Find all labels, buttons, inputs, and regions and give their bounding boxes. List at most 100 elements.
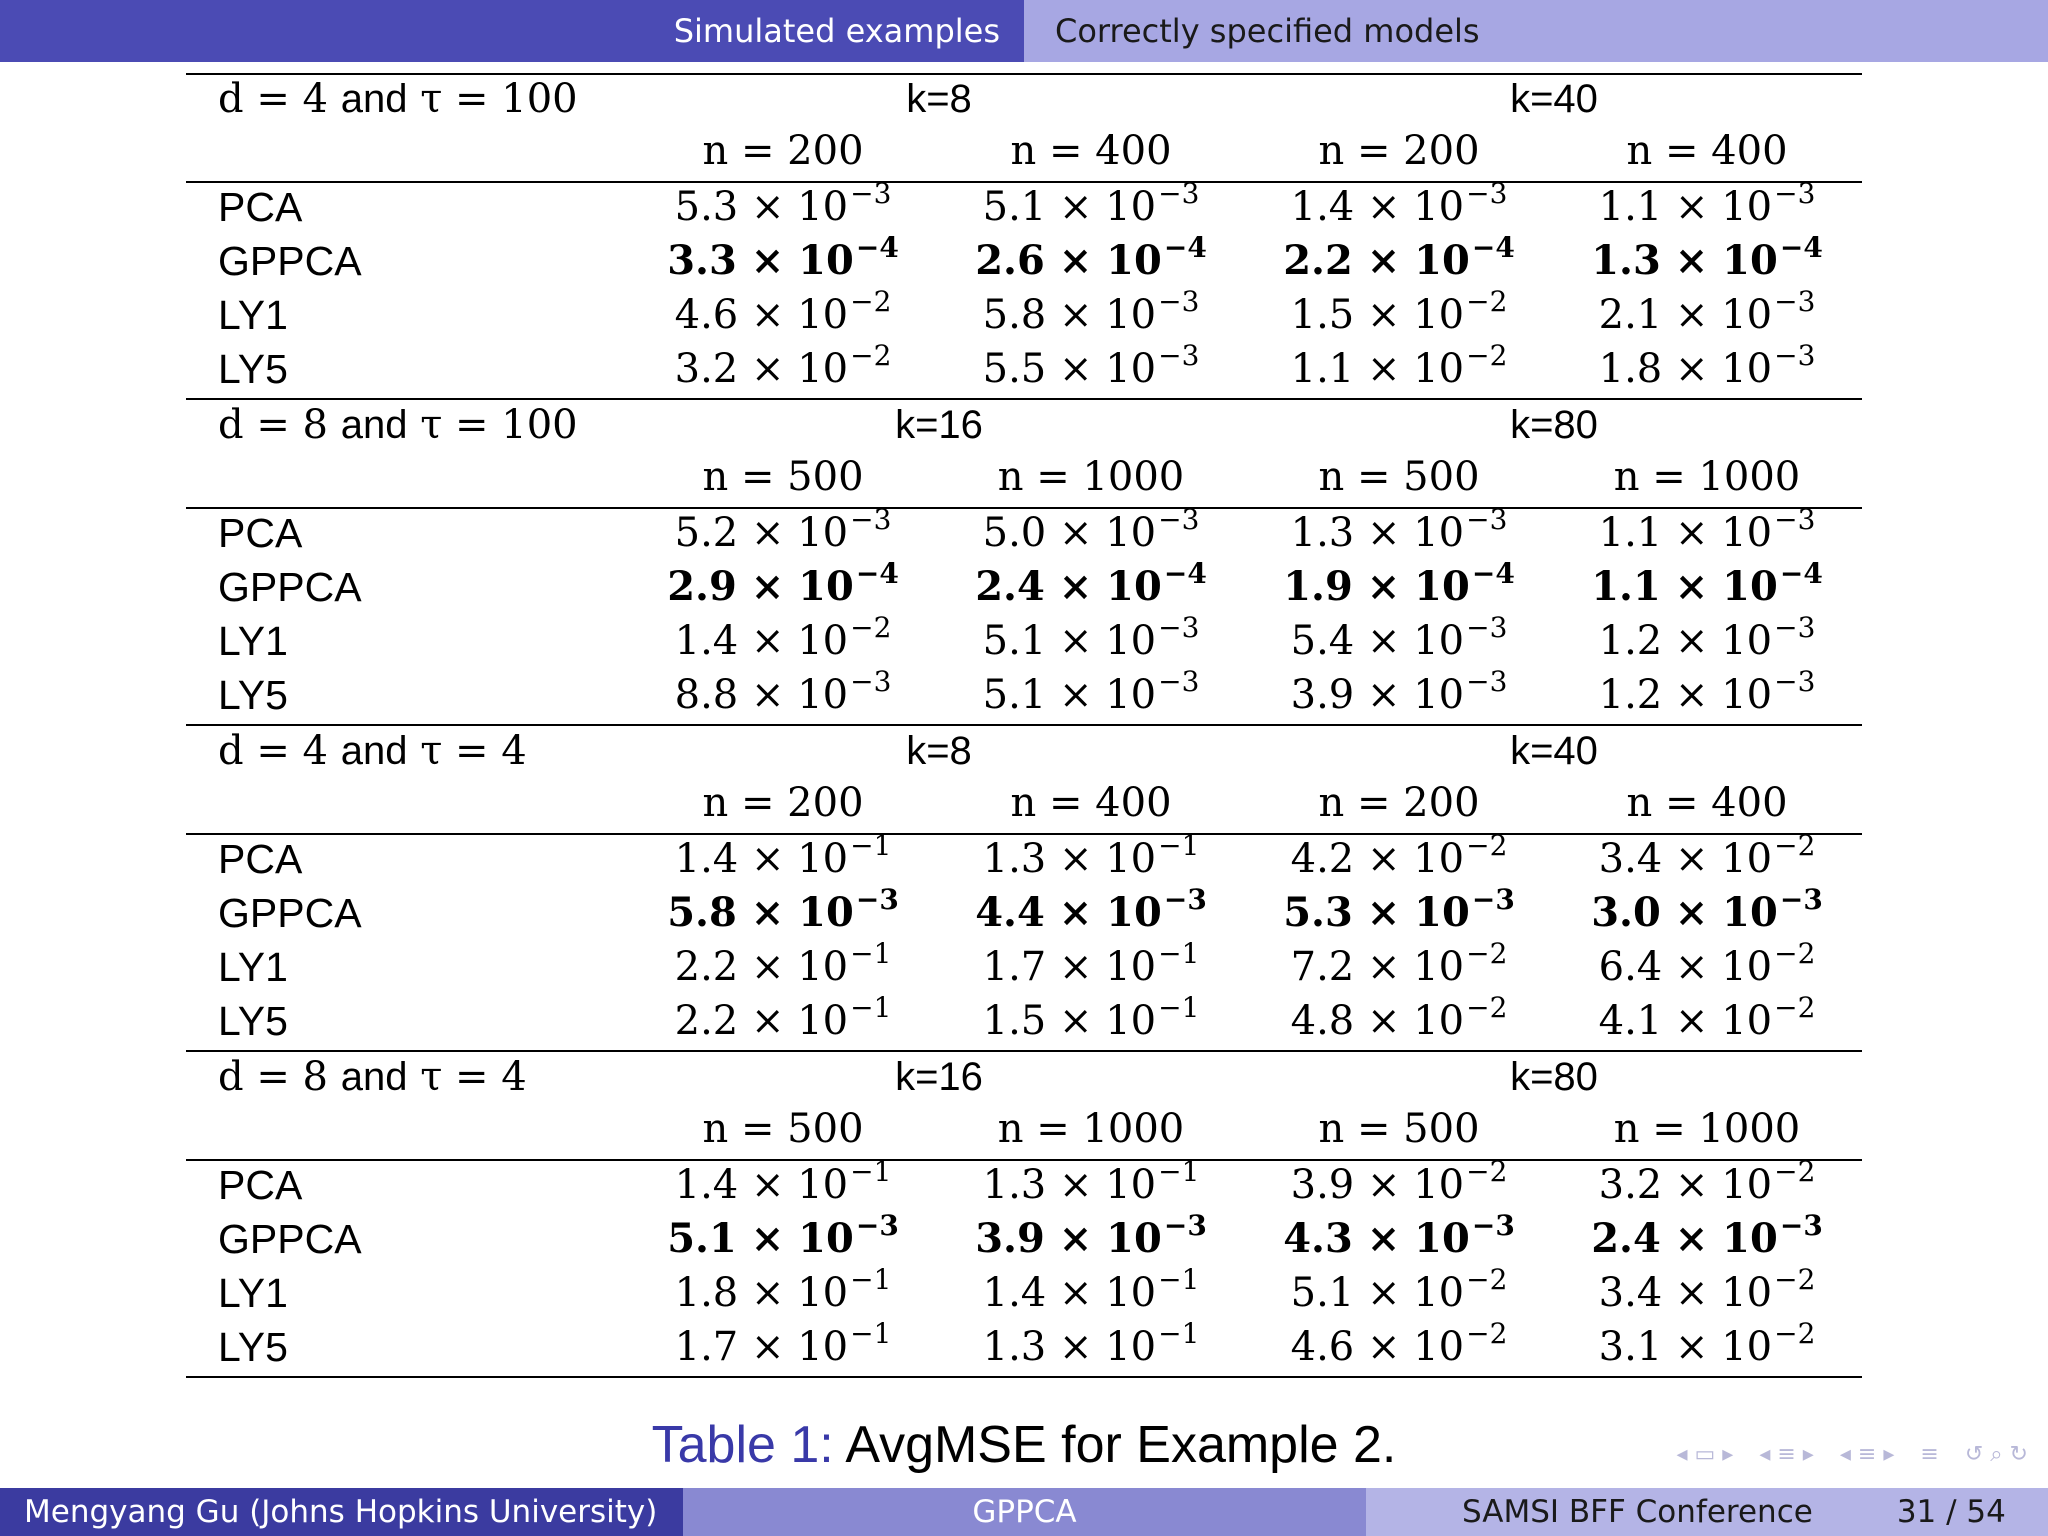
mse-mantissa: 1.4 [1290, 184, 1355, 230]
block-header-rule [186, 833, 1862, 835]
mse-mantissa: 2.2 [674, 998, 739, 1044]
mse-exponent: −1 [1158, 1155, 1200, 1188]
mse-mantissa: 5.5 [982, 346, 1047, 392]
header-subsection-label: Correctly specified models [1055, 12, 1480, 50]
mse-mantissa: 1.1 [1591, 563, 1661, 610]
mse-exponent: −3 [850, 177, 892, 210]
mse-mantissa: 3.1 [1598, 1324, 1663, 1370]
mse-mantissa: 5.8 [982, 292, 1047, 338]
mse-value: 2.2 × 10−4 [1283, 234, 1515, 281]
mse-base: 10 [1413, 510, 1465, 556]
mse-exponent: −1 [850, 1263, 892, 1296]
mse-value: 3.9 × 10−3 [1290, 668, 1508, 718]
mse-exponent: −2 [1774, 1317, 1816, 1350]
mse-exponent: −3 [1158, 665, 1200, 698]
n-header: n = 500 [1318, 454, 1480, 500]
mse-exponent: −1 [1158, 937, 1200, 970]
mse-base: 10 [797, 836, 849, 882]
mse-mantissa: 3.2 [674, 346, 739, 392]
times-sign: × [1674, 889, 1709, 936]
mse-mantissa: 2.4 [1591, 1215, 1661, 1262]
param-d: d = 8 [218, 1054, 328, 1100]
mse-base: 10 [1105, 836, 1157, 882]
mse-value: 2.4 × 10−3 [1591, 1212, 1823, 1259]
nav-frame-icon[interactable]: ◂ ▭ ▸ [1676, 1442, 1734, 1467]
mse-value: 3.1 × 10−2 [1598, 1320, 1816, 1370]
k-header: k=40 [1510, 729, 1598, 773]
footer-author-label: Mengyang Gu (Johns Hopkins University) [24, 1494, 658, 1530]
mse-value: 8.8 × 10−3 [675, 668, 892, 718]
mse-value: 5.3 × 10−3 [1283, 886, 1515, 933]
mse-exponent: −2 [1466, 1263, 1508, 1296]
mse-exponent: −3 [855, 1209, 899, 1242]
block-params: d = 4 and τ = 4 [218, 731, 527, 771]
block-bottom-rule [186, 1050, 1862, 1052]
mse-mantissa: 3.0 [1591, 889, 1661, 936]
mse-value: 3.2 × 10−2 [674, 342, 892, 392]
mse-base: 10 [797, 672, 849, 718]
mse-exponent: −3 [1466, 177, 1508, 210]
mse-exponent: −3 [1466, 665, 1508, 698]
nav-section-icon[interactable]: ◂ ≡ ▸ [1839, 1442, 1895, 1467]
mse-base: 10 [1413, 346, 1465, 392]
mse-base: 10 [1414, 1215, 1470, 1262]
row-label: GPPCA [218, 890, 362, 936]
n-header: n = 400 [1626, 780, 1788, 826]
mse-mantissa: 1.5 [1290, 292, 1355, 338]
mse-mantissa: 1.2 [1598, 672, 1663, 718]
mse-value: 1.9 × 10−4 [1283, 560, 1515, 607]
mse-mantissa: 3.9 [1290, 672, 1355, 718]
param-tau: τ = 100 [420, 76, 578, 122]
mse-value: 1.2 × 10−3 [1598, 668, 1816, 718]
nav-search-icon[interactable]: ↺ ⌕ ↻ [1964, 1442, 2028, 1467]
mse-exponent: −3 [1163, 1209, 1207, 1242]
mse-mantissa: 4.6 [674, 292, 739, 338]
mse-exponent: −4 [1163, 231, 1207, 264]
mse-value: 5.1 × 10−3 [983, 180, 1200, 228]
mse-exponent: −2 [850, 285, 892, 318]
mse-value: 6.4 × 10−2 [1599, 940, 1816, 990]
times-sign: × [1366, 944, 1401, 990]
mse-base: 10 [1106, 1215, 1162, 1262]
mse-exponent: −1 [850, 1317, 892, 1350]
block-header-rule [186, 1159, 1862, 1161]
mse-exponent: −3 [1158, 285, 1200, 318]
mse-base: 10 [797, 292, 849, 338]
mse-mantissa: 1.4 [674, 618, 739, 664]
mse-base: 10 [1721, 184, 1773, 230]
times-sign: × [1366, 672, 1401, 718]
mse-base: 10 [1105, 510, 1157, 556]
row-label: PCA [218, 1162, 303, 1208]
row-label: LY1 [218, 944, 288, 990]
k-header: k=40 [1510, 77, 1598, 121]
mse-base: 10 [798, 889, 854, 936]
mse-value: 5.5 × 10−3 [982, 342, 1200, 392]
row-label: LY1 [218, 618, 288, 664]
mse-exponent: −1 [850, 937, 892, 970]
mse-mantissa: 3.4 [1598, 1270, 1663, 1316]
nav-subsection-icon[interactable]: ◂ ≡ ▸ [1759, 1442, 1814, 1467]
mse-exponent: −3 [1774, 665, 1816, 698]
times-sign: × [1366, 1324, 1401, 1370]
times-sign: × [1674, 563, 1709, 610]
mse-base: 10 [1414, 237, 1470, 284]
mse-value: 1.2 × 10−3 [1599, 614, 1816, 662]
nav-align-icon[interactable]: ≡ [1920, 1442, 1939, 1467]
header-section[interactable]: Simulated examples [0, 0, 1024, 62]
mse-exponent: −3 [1163, 883, 1207, 916]
times-sign: × [1674, 836, 1709, 882]
k-header: k=16 [895, 1055, 983, 1099]
mse-mantissa: 4.6 [1290, 1324, 1355, 1370]
row-label: GPPCA [218, 564, 362, 610]
times-sign: × [1058, 672, 1093, 718]
mse-exponent: −3 [1466, 611, 1508, 644]
header-section-label: Simulated examples [673, 12, 1000, 50]
header-subsection[interactable]: Correctly specified models [1024, 0, 2048, 62]
mse-mantissa: 2.9 [667, 563, 737, 610]
mse-mantissa: 4.4 [975, 889, 1045, 936]
times-sign: × [750, 563, 785, 610]
mse-value: 5.1 × 10−2 [1291, 1266, 1508, 1314]
mse-base: 10 [797, 1270, 849, 1316]
mse-base: 10 [1413, 1324, 1465, 1370]
mse-base: 10 [1721, 944, 1773, 990]
